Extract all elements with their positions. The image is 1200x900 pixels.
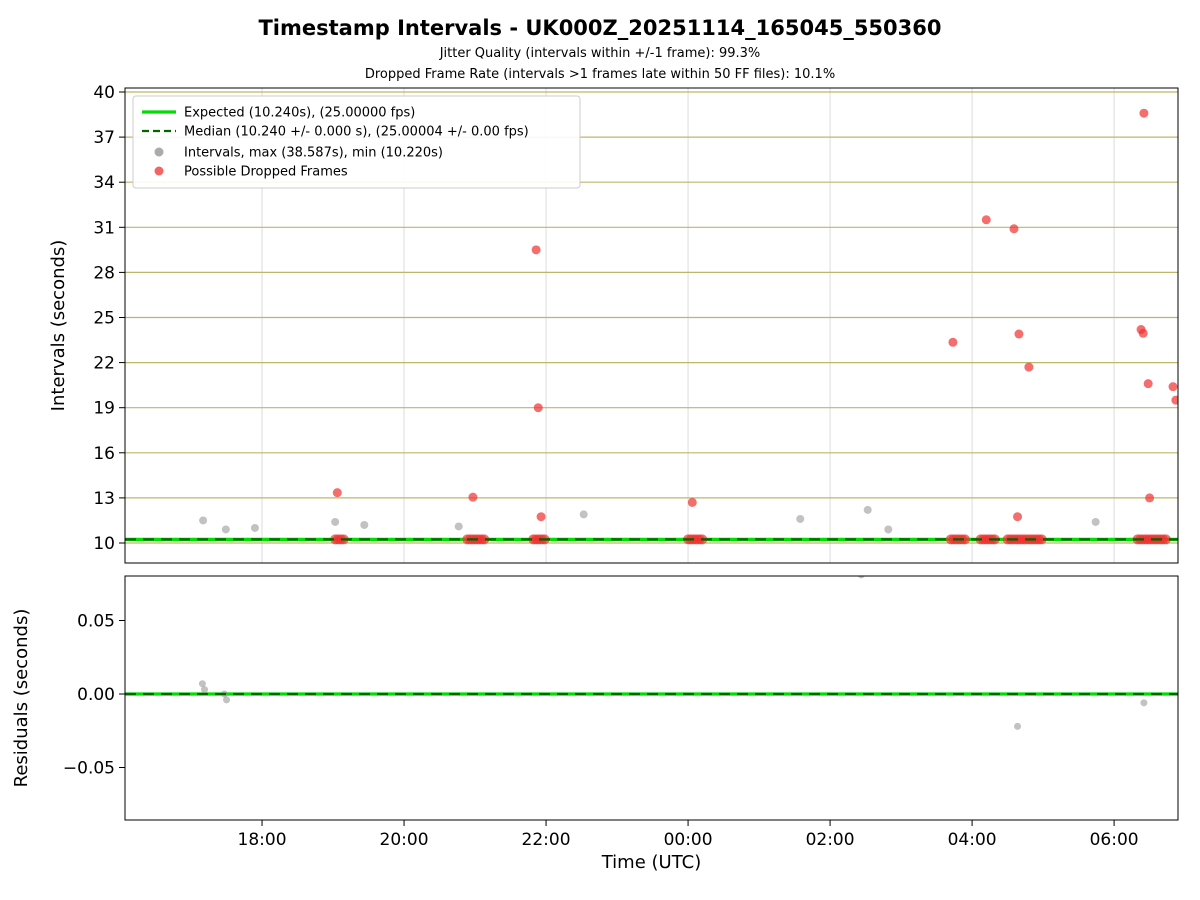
top-axes-grid — [125, 88, 1178, 563]
dropped-point — [1138, 328, 1148, 338]
y-tick-label: 37 — [93, 128, 115, 148]
dropped-point — [1024, 362, 1034, 372]
dropped-point — [332, 488, 342, 498]
y-tick-label: 19 — [93, 399, 115, 419]
residual-point — [201, 686, 209, 694]
dropped-point — [981, 215, 991, 225]
legend-label: Expected (10.240s), (25.00000 fps) — [184, 106, 415, 121]
interval-point — [796, 514, 805, 523]
residual-point — [223, 696, 231, 704]
y-tick-label: 0.05 — [77, 612, 115, 632]
x-tick-label: 22:00 — [522, 830, 571, 850]
interval-point — [1091, 517, 1100, 526]
dropped-point — [536, 512, 546, 522]
interval-point — [199, 516, 208, 525]
y-tick-label: 16 — [93, 444, 115, 464]
y-tick-label: 22 — [93, 354, 115, 374]
x-tick-label: 00:00 — [664, 830, 713, 850]
residual-point — [1140, 699, 1148, 707]
dropped-point — [531, 245, 541, 255]
residuals-plot-content — [125, 576, 1178, 730]
y-tick-label: 34 — [93, 173, 115, 193]
interval-point — [884, 525, 893, 534]
interval-point — [250, 523, 259, 532]
dropped-point — [1160, 534, 1171, 545]
dropped-point — [959, 534, 970, 545]
dropped-point — [479, 534, 490, 545]
residual-point — [198, 680, 206, 688]
dropped-point — [1139, 108, 1149, 118]
dropped-point — [1036, 534, 1047, 545]
bottom-axes-frame — [124, 575, 1179, 821]
x-tick-label: 02:00 — [806, 830, 855, 850]
dropped-point — [1009, 224, 1019, 234]
chart-title: Timestamp Intervals - UK000Z_20251114_16… — [258, 16, 942, 40]
dropped-point — [1143, 379, 1153, 389]
y-tick-label: −0.05 — [63, 759, 115, 779]
intervals-plot-content — [125, 108, 1178, 545]
x-tick-label: 06:00 — [1090, 830, 1139, 850]
x-tick-label: 18:00 — [238, 830, 287, 850]
legend-marker-interval-dot — [154, 147, 164, 157]
dropped-point — [687, 497, 697, 507]
legend-marker-dropped-dot — [154, 166, 164, 176]
x-tick-label: 20:00 — [380, 830, 429, 850]
legend-label: Median (10.240 +/- 0.000 s), (25.00004 +… — [184, 125, 529, 140]
chart-subtitle-dropped: Dropped Frame Rate (intervals >1 frames … — [364, 67, 836, 82]
y-tick-label: 13 — [93, 489, 115, 509]
dropped-point — [1014, 329, 1024, 339]
x-tick-label: 04:00 — [948, 830, 997, 850]
interval-point — [221, 525, 230, 534]
y-tick-label: 0.00 — [77, 685, 115, 705]
legend-box: Expected (10.240s), (25.00000 fps) Median… — [132, 95, 581, 189]
legend-frame — [132, 95, 581, 189]
dropped-point — [1168, 382, 1178, 392]
dropped-point — [1171, 395, 1178, 405]
x-axis-label: Time (UTC) — [601, 852, 702, 873]
legend-label: Possible Dropped Frames — [184, 165, 348, 180]
dropped-point — [468, 492, 478, 502]
dropped-point — [1013, 512, 1023, 522]
y-axis-label-intervals: Intervals (seconds) — [48, 240, 69, 412]
y-tick-label: 28 — [93, 263, 115, 283]
y-tick-label: 25 — [93, 309, 115, 329]
interval-point — [454, 522, 463, 531]
dropped-point — [1145, 493, 1155, 503]
y-tick-label: 31 — [93, 218, 115, 238]
interval-point — [863, 505, 872, 514]
legend-label: Intervals, max (38.587s), min (10.220s) — [184, 146, 443, 161]
dropped-point — [948, 337, 958, 347]
y-tick-label: 40 — [93, 83, 115, 103]
top-axes-frame — [124, 87, 1179, 564]
residual-point — [857, 576, 865, 579]
chart-subtitle-jitter: Jitter Quality (intervals within +/-1 fr… — [439, 46, 761, 61]
y-tick-label: 10 — [93, 534, 115, 554]
interval-point — [331, 517, 340, 526]
interval-point — [579, 510, 588, 519]
y-axis-label-residuals: Residuals (seconds) — [11, 609, 32, 788]
dropped-point — [533, 403, 543, 413]
residual-point — [1014, 722, 1022, 730]
interval-point — [360, 520, 369, 529]
